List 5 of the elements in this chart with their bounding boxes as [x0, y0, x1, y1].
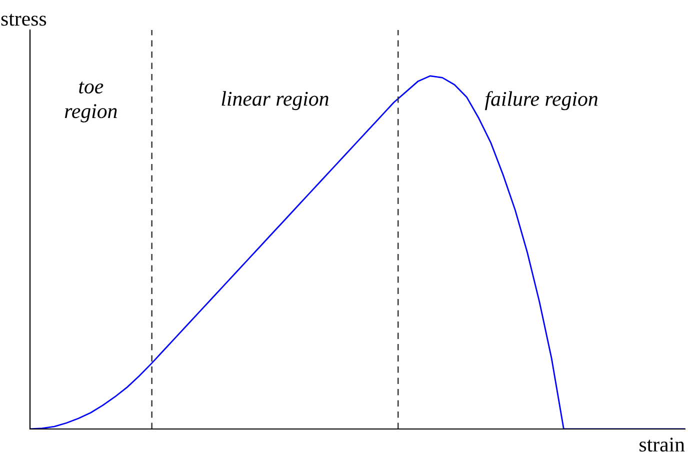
x-axis-title: strain	[640, 438, 685, 452]
annotation: linear region	[222, 91, 328, 110]
y-axis-title: stress	[1, 14, 46, 26]
annotation: toe region	[64, 82, 117, 122]
annotation: failure region	[484, 91, 598, 110]
